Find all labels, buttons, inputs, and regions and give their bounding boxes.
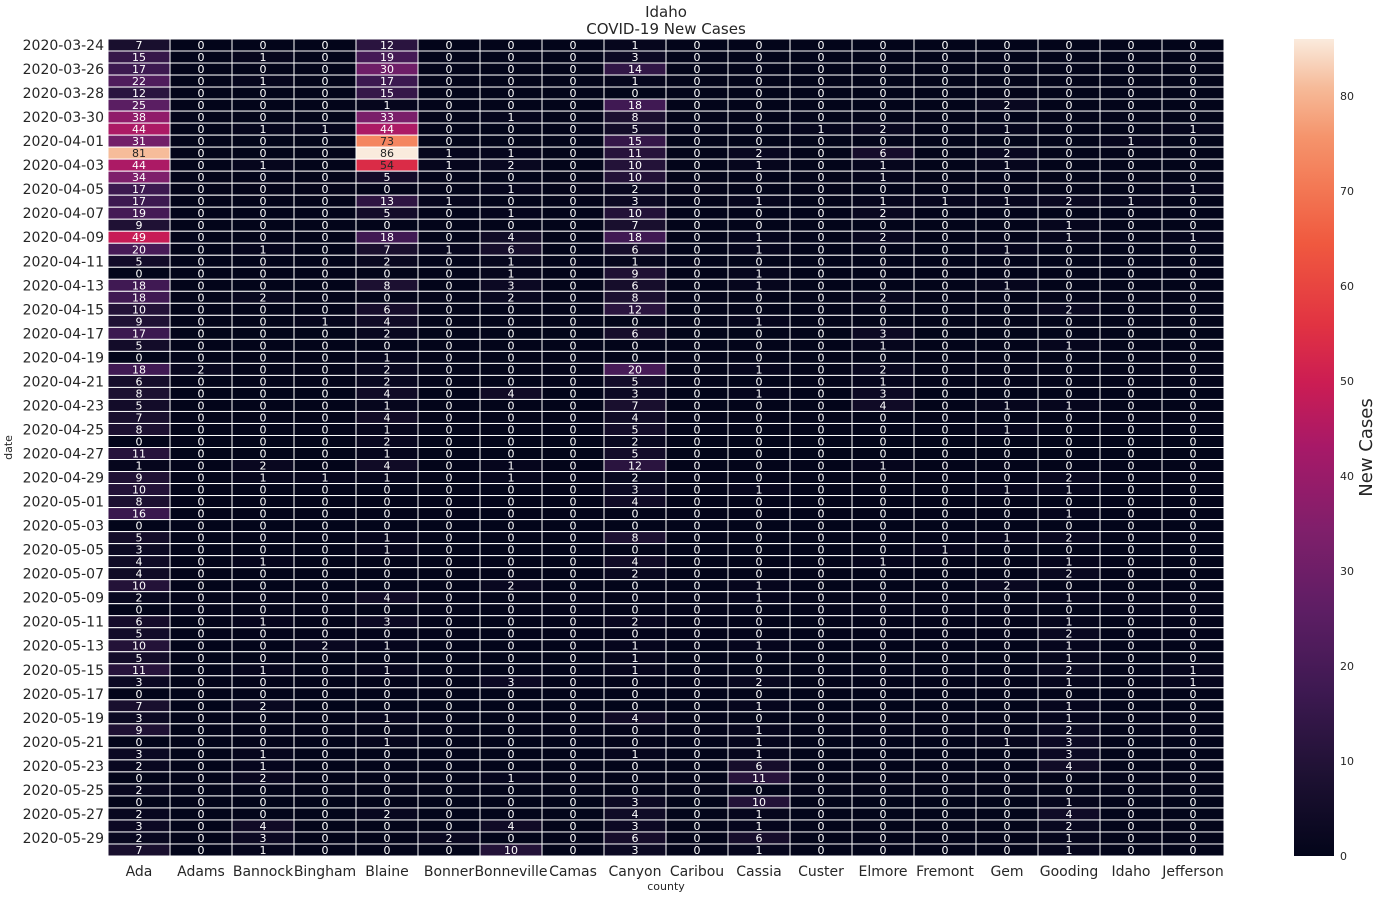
cell-value-label: 1 — [756, 844, 763, 857]
colorbar-tick-label: 60 — [1340, 280, 1354, 293]
y-tick-label: 2020-05-11 — [23, 615, 104, 631]
colorbar-ticks: 0 10 20 30 40 50 60 70 80 — [1340, 90, 1354, 863]
x-tick-label: Canyon — [609, 864, 662, 880]
y-tick-label: 2020-04-05 — [23, 182, 104, 198]
cell-value-label: 0 — [1128, 844, 1135, 857]
chart-title: Idaho — [645, 3, 687, 21]
cell-value-label: 1 — [1066, 844, 1073, 857]
y-tick-label: 2020-04-23 — [23, 398, 104, 414]
y-tick-label: 2020-04-03 — [23, 158, 104, 174]
x-tick-label: Camas — [549, 864, 597, 880]
y-tick-label: 2020-05-21 — [23, 735, 104, 751]
x-tick-label: Elmore — [859, 864, 908, 880]
y-tick-label: 2020-03-28 — [23, 86, 104, 102]
x-tick-label: Gem — [990, 864, 1023, 880]
x-tick-label: Ada — [126, 864, 153, 880]
y-tick-label: 2020-04-27 — [23, 447, 104, 463]
y-tick-label: 2020-05-03 — [23, 519, 104, 535]
x-tick-label: Bingham — [294, 864, 356, 880]
y-tick-label: 2020-05-05 — [23, 543, 104, 559]
colorbar-tick-label: 20 — [1340, 660, 1354, 673]
y-tick-label: 2020-05-07 — [23, 567, 104, 583]
cell-value-label: 0 — [694, 844, 701, 857]
y-tick-label: 2020-03-24 — [23, 38, 104, 54]
y-tick-label: 2020-05-19 — [23, 711, 104, 727]
y-tick-label: 2020-05-17 — [23, 687, 104, 703]
y-tick-label: 2020-03-30 — [23, 110, 104, 126]
y-tick-label: 2020-04-09 — [23, 230, 104, 246]
colorbar-label: New Cases — [1356, 398, 1377, 496]
cell-value-label: 7 — [136, 844, 143, 857]
y-tick-label: 2020-05-29 — [23, 831, 104, 847]
y-tick-label: 2020-04-11 — [23, 254, 104, 270]
y-tick-label: 2020-04-01 — [23, 134, 104, 150]
y-tick-label: 2020-05-25 — [23, 783, 104, 799]
y-tick-label: 2020-05-27 — [23, 807, 104, 823]
colorbar-tick-label: 50 — [1340, 375, 1354, 388]
colorbar — [1294, 39, 1334, 856]
x-tick-label: Gooding — [1040, 864, 1099, 880]
x-tick-label: Jefferson — [1161, 864, 1224, 880]
x-tick-label: Caribou — [670, 864, 724, 880]
cell-value-label: 0 — [1004, 844, 1011, 857]
cell-value-label: 3 — [632, 844, 639, 857]
cell-value-label: 10 — [504, 844, 518, 857]
cell-value-label: 0 — [446, 844, 453, 857]
cell-value-label: 0 — [818, 844, 825, 857]
y-axis-label: date — [2, 435, 15, 460]
y-tick-label: 2020-05-01 — [23, 495, 104, 511]
cell-value-label: 1 — [260, 844, 267, 857]
colorbar-tick-label: 30 — [1340, 565, 1354, 578]
x-tick-label: Bannock — [233, 864, 294, 880]
cell-value-label: 0 — [1190, 844, 1197, 857]
y-tick-label: 2020-05-13 — [23, 639, 104, 655]
x-tick-label: Adams — [177, 864, 225, 880]
y-tick-label: 2020-05-15 — [23, 663, 104, 679]
y-tick-label: 2020-04-21 — [23, 374, 104, 390]
y-tick-label: 2020-05-23 — [23, 759, 104, 775]
colorbar-tick-label: 40 — [1340, 470, 1354, 483]
y-axis-ticks: 2020-03-24 2020-03-26 2020-03-28 2020-03-30… — [23, 38, 104, 847]
x-tick-label: Cassia — [736, 864, 781, 880]
cell-value-label: 0 — [570, 844, 577, 857]
y-tick-label: 2020-04-25 — [23, 422, 104, 438]
y-tick-label: 2020-04-15 — [23, 302, 104, 318]
y-tick-label: 2020-04-13 — [23, 278, 104, 294]
x-tick-label: Idaho — [1111, 864, 1150, 880]
y-tick-label: 2020-05-09 — [23, 591, 104, 607]
x-tick-label: Bonner — [424, 864, 475, 880]
cell-value-label: 0 — [880, 844, 887, 857]
x-tick-label: Blaine — [365, 864, 408, 880]
x-tick-label: Bonneville — [474, 864, 547, 880]
cell-value-label: 0 — [198, 844, 205, 857]
y-tick-label: 2020-04-29 — [23, 471, 104, 487]
heatmap-cells — [107, 38, 1225, 857]
colorbar-tick-label: 10 — [1340, 755, 1354, 768]
y-tick-label: 2020-03-26 — [23, 62, 104, 78]
x-tick-label: Fremont — [916, 864, 974, 880]
y-tick-label: 2020-04-19 — [23, 350, 104, 366]
cell-value-label: 0 — [942, 844, 949, 857]
chart-subtitle: COVID-19 New Cases — [586, 20, 746, 38]
colorbar-tick-label: 0 — [1340, 850, 1347, 863]
colorbar-tick-label: 70 — [1340, 185, 1354, 198]
y-tick-label: 2020-04-17 — [23, 326, 104, 342]
y-tick-label: 2020-04-07 — [23, 206, 104, 222]
x-axis-label: county — [647, 880, 685, 893]
cell-value-label: 0 — [384, 844, 391, 857]
x-tick-label: Custer — [798, 864, 844, 880]
colorbar-tick-label: 80 — [1340, 90, 1354, 103]
cell-value-label: 0 — [322, 844, 329, 857]
x-axis-ticks: Ada Adams Bannock Bingham Blaine Bonner Bonnev… — [126, 864, 1224, 880]
